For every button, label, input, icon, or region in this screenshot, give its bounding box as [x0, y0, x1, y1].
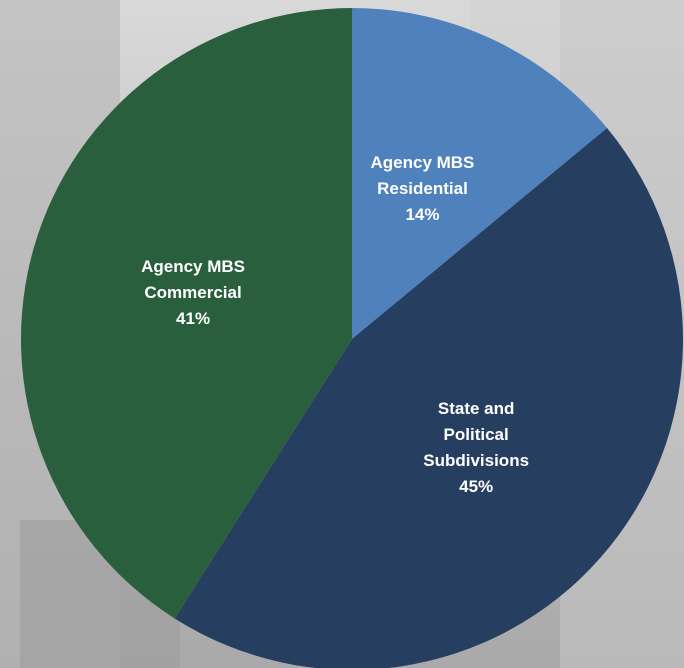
value-label: 14%	[405, 205, 440, 225]
pie-slice	[352, 8, 608, 339]
pie-slice	[174, 128, 683, 668]
category-label: Agency MBS Commercial	[141, 256, 246, 302]
pie-slice	[20, 8, 352, 619]
slice-label: Agency MBS Residential 14%	[347, 150, 497, 228]
value-label: 41%	[176, 308, 211, 328]
slice-label: State and Political Subdivisions 45%	[411, 396, 541, 500]
value-label: 45%	[459, 477, 494, 497]
category-label: Agency MBS Residential	[370, 153, 475, 199]
slice-label: Agency MBS Commercial 41%	[118, 254, 268, 332]
category-label: State and Political Subdivisions	[423, 399, 530, 471]
